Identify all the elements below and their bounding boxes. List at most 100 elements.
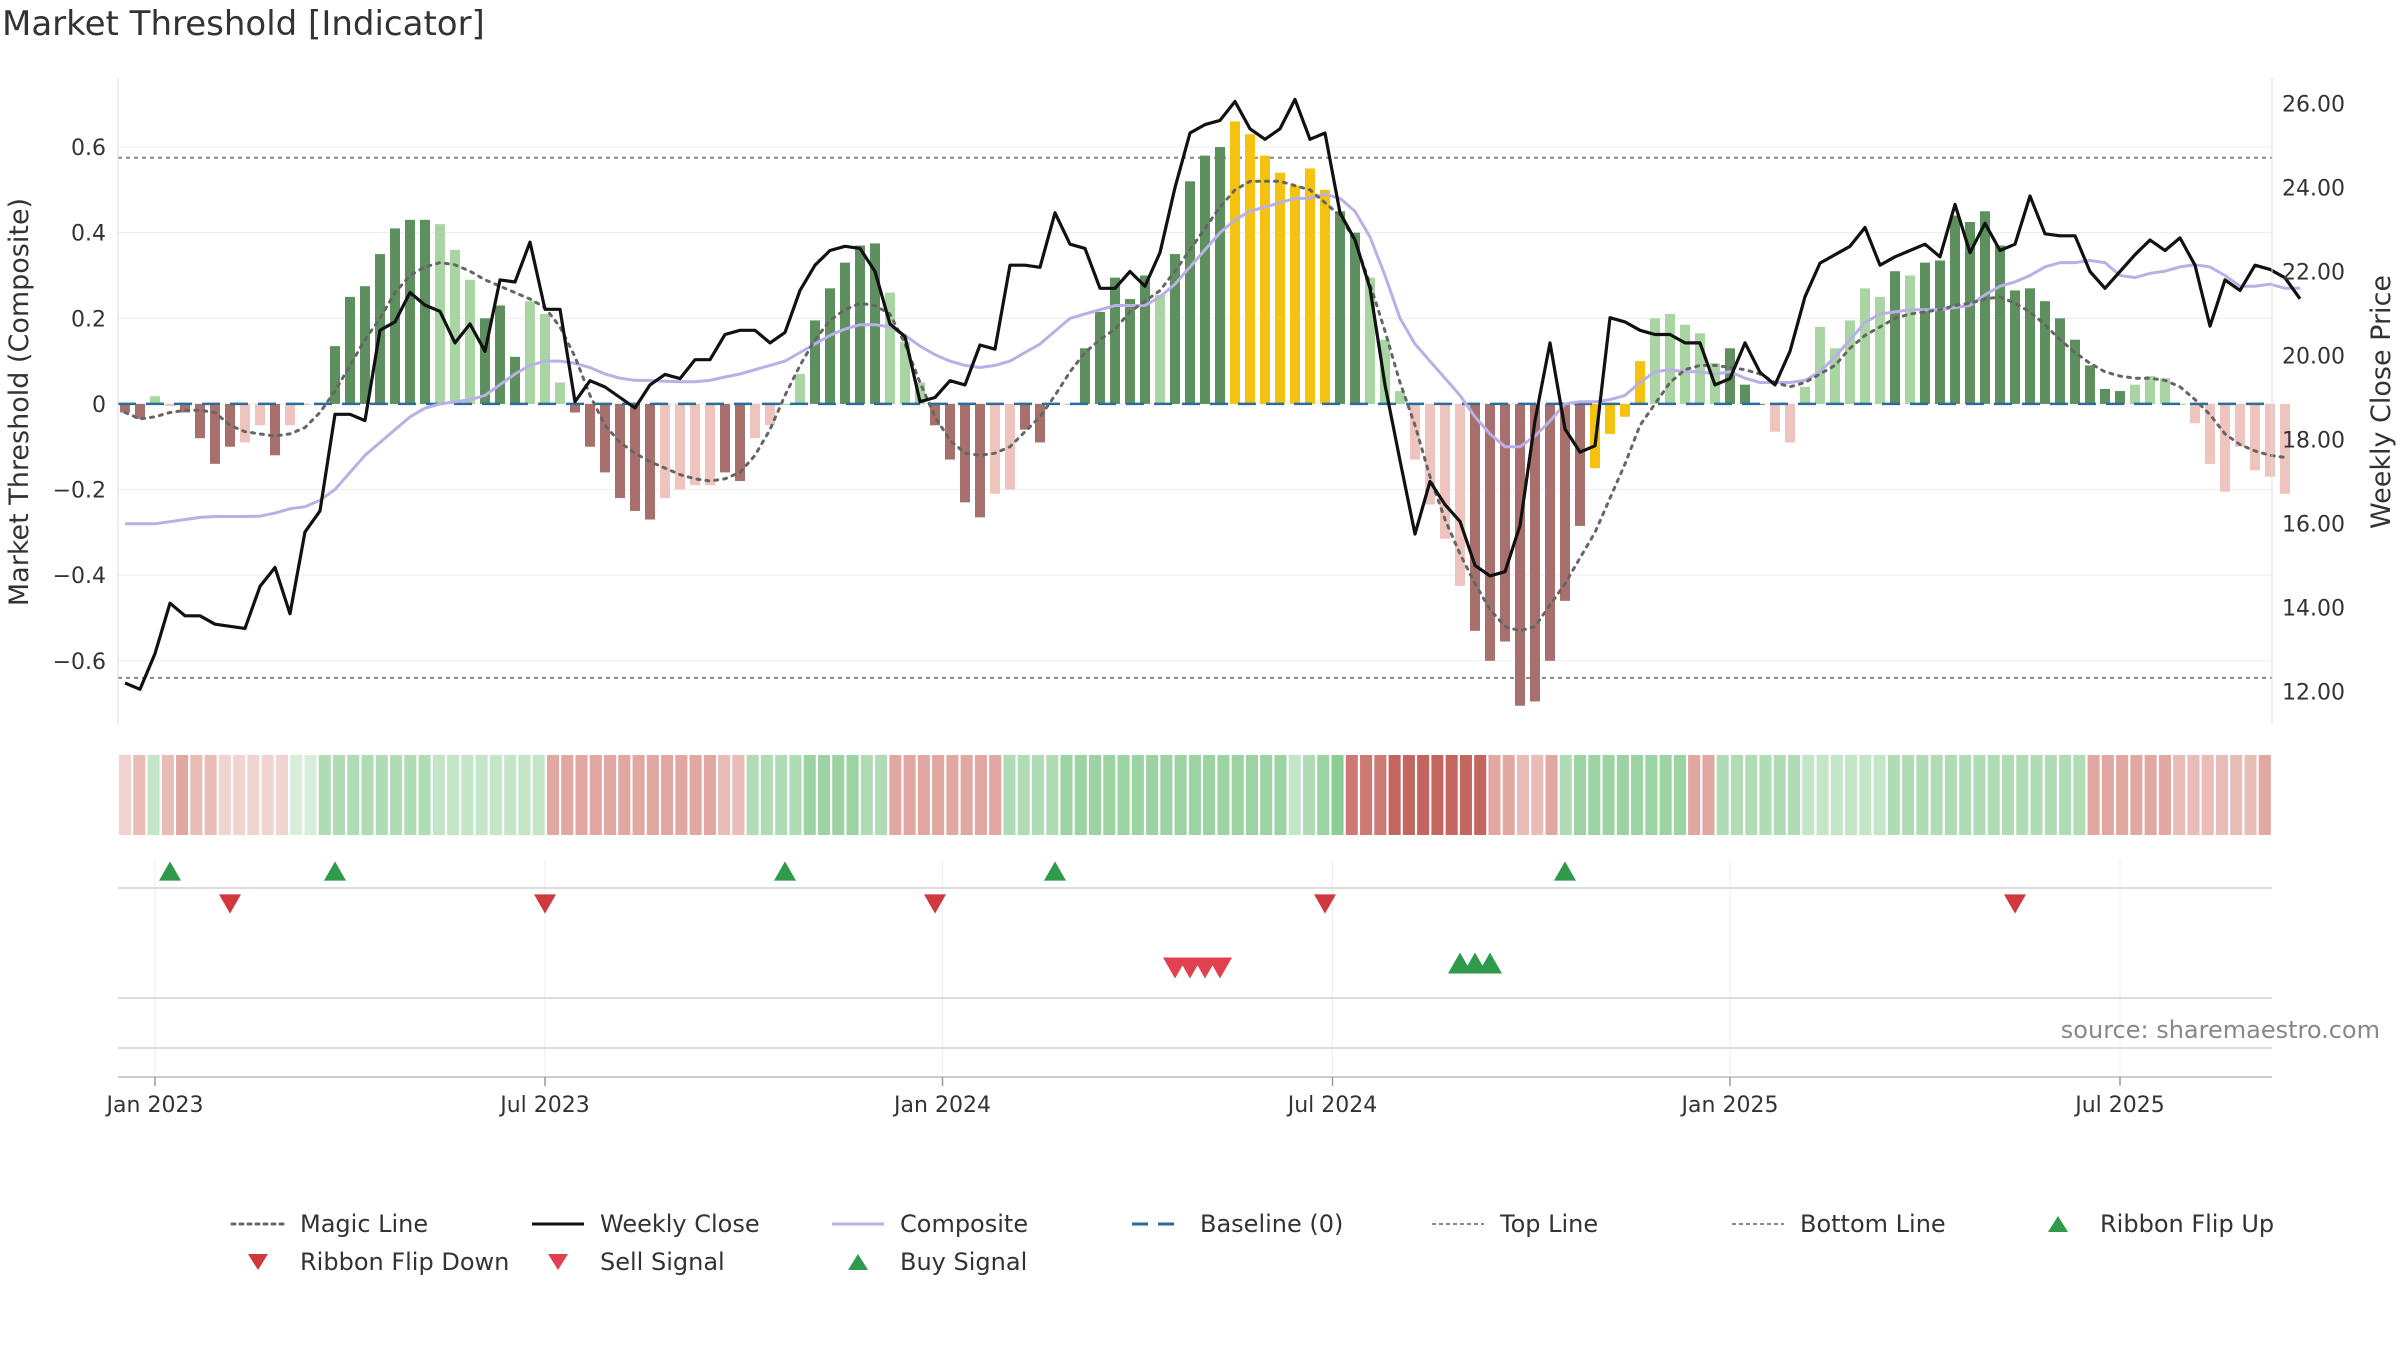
legend-item-ribbon-flip-down: Ribbon Flip Down: [230, 1248, 530, 1276]
composite-bar: [2055, 318, 2065, 404]
ribbon-cell: [2030, 755, 2043, 835]
legend-triangle-down: [548, 1254, 568, 1270]
composite-bar: [510, 356, 520, 404]
composite-bar: [1560, 403, 1570, 601]
composite-bar: [195, 403, 205, 439]
ribbon-cell: [917, 755, 930, 835]
ribbon-cell: [889, 755, 902, 835]
legend-symbol: [832, 1222, 884, 1226]
ribbon-cell: [390, 755, 403, 835]
x-tick-label: Jan 2024: [892, 1093, 991, 1118]
ribbon-cell: [832, 755, 845, 835]
y-tick-label-left: −0.2: [53, 479, 106, 504]
composite-bar: [345, 296, 355, 404]
ribbon-cell: [789, 755, 802, 835]
ribbon-cell: [575, 755, 588, 835]
ribbon-cell: [632, 755, 645, 835]
sell-signal-marker: [1178, 957, 1202, 979]
ribbon-cell: [1089, 755, 1102, 835]
composite-bar: [2190, 403, 2200, 424]
y-tick-label-left: −0.6: [53, 650, 106, 675]
ribbon-cell: [1745, 755, 1758, 835]
ribbon-cell: [1973, 755, 1986, 835]
y-axis-right-title: Weekly Close Price: [2366, 275, 2397, 529]
sell-signal-marker: [1193, 957, 1217, 979]
composite-bar: [2010, 290, 2020, 404]
ribbon-cell: [218, 755, 231, 835]
ribbon-flip-down-marker: [924, 894, 946, 914]
ribbon-cell: [932, 755, 945, 835]
composite-bar: [585, 403, 595, 447]
ribbon-cell: [1274, 755, 1287, 835]
ribbon-cell: [1488, 755, 1501, 835]
ribbon-cell: [875, 755, 888, 835]
legend-item-sell-signal: Sell Signal: [530, 1248, 830, 1276]
composite-bar: [705, 403, 715, 486]
composite-bar: [120, 403, 130, 413]
legend-item-composite: Composite: [830, 1210, 1130, 1238]
y-tick-label-left: −0.4: [53, 564, 106, 589]
y-tick-label-right: 26.00: [2282, 93, 2345, 118]
x-tick-label: Jan 2023: [105, 1093, 204, 1118]
ribbon-cell: [361, 755, 374, 835]
ribbon-strip: [119, 755, 2271, 835]
composite-bar: [495, 305, 505, 404]
ribbon-cell: [1673, 755, 1686, 835]
ribbon-cell: [1802, 755, 1815, 835]
ribbon-cell: [532, 755, 545, 835]
ribbon-cell: [2116, 755, 2129, 835]
legend-item-magic-line: Magic Line: [230, 1210, 530, 1238]
composite-bar: [2100, 388, 2110, 404]
legend-symbol: [2048, 1216, 2068, 1232]
y-tick-label-left: 0: [92, 393, 106, 418]
ribbon-cell: [332, 755, 346, 835]
ribbon-cell: [133, 755, 146, 835]
composite-bar: [1110, 277, 1120, 404]
ribbon-cell: [2173, 755, 2186, 835]
composite-bar: [1140, 275, 1150, 404]
composite-bar: [240, 403, 250, 443]
composite-bar: [1440, 403, 1450, 539]
ribbon-cell: [1787, 755, 1801, 835]
ribbon-cell: [760, 755, 773, 835]
composite-bar: [1770, 403, 1780, 432]
composite-bar: [285, 403, 295, 426]
signal-markers: [118, 861, 2272, 1049]
ribbon-cell: [946, 755, 959, 835]
source-credit: source: sharemaestro.com: [2060, 1016, 2380, 1044]
ribbon-cell: [618, 755, 631, 835]
axes: 0.6 0.4 0.2 0 −0.2 −0.4 −0.6 26.00 24.00 22.00 20.…: [53, 78, 2345, 725]
y-tick-label-right: 20.00: [2282, 345, 2345, 370]
ribbon-cell: [1730, 755, 1743, 835]
ribbon-cell: [2001, 755, 2015, 835]
ribbon-flip-down-marker: [2004, 894, 2026, 914]
composite-bar: [570, 403, 580, 413]
composite-bar: [420, 219, 430, 404]
ribbon-cell: [1245, 755, 1258, 835]
composite-bar: [1335, 211, 1345, 404]
composite-bar: [330, 346, 340, 404]
ribbon-cell: [475, 755, 488, 835]
ribbon-cell: [1902, 755, 1915, 835]
composite-bar: [1200, 155, 1210, 404]
ribbon-cell: [1402, 755, 1415, 835]
ribbon-cell: [1574, 755, 1587, 835]
composite-bar: [750, 403, 760, 439]
ribbon-cell: [2244, 755, 2257, 835]
ribbon-cell: [518, 755, 531, 835]
ribbon-cell: [604, 755, 617, 835]
ribbon-cell: [1046, 755, 1059, 835]
legend-item-top-line: Top Line: [1430, 1210, 1730, 1238]
composite-bar: [270, 403, 280, 456]
ribbon-cell: [1716, 755, 1729, 835]
ribbon-flip-down-marker: [534, 894, 556, 914]
ribbon-cell: [233, 755, 246, 835]
composite-bar: [1515, 403, 1525, 706]
ribbon-cell: [1702, 755, 1715, 835]
ribbon-cell: [404, 755, 417, 835]
ribbon-cell: [375, 755, 388, 835]
legend-symbol: [230, 1222, 286, 1226]
ribbon-cell: [1816, 755, 1829, 835]
ribbon-cell: [1017, 755, 1030, 835]
y-tick-label-right: 16.00: [2282, 512, 2345, 537]
